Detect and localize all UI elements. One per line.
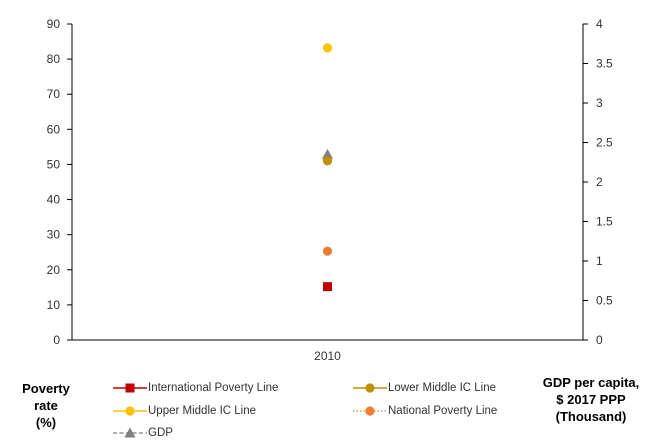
legend-label: National Poverty Line [388, 405, 498, 417]
right-axis-title-line: GDP per capita, [542, 375, 640, 390]
left-axis-tick-label: 50 [47, 157, 61, 171]
right-axis-title: GDP per capita, $ 2017 PPP (Thousand) [532, 374, 650, 425]
legend-item-national-poverty-line: National Poverty Line [352, 403, 497, 419]
legend-swatch [113, 383, 147, 393]
right-axis-tick-label: 1 [596, 254, 603, 268]
left-axis-tick-label: 40 [47, 193, 61, 207]
legend-swatch [353, 383, 387, 393]
data-point-national-poverty-line [322, 246, 333, 256]
left-axis-tick-label: 10 [47, 298, 61, 312]
right-axis-tick-label: 0 [596, 333, 603, 347]
legend-swatch [113, 427, 147, 438]
legend-item-lower-middle-ic-line: Lower Middle IC Line [352, 380, 496, 396]
legend-label: Upper Middle IC Line [148, 405, 257, 417]
legend-label: Lower Middle IC Line [388, 382, 497, 394]
legend-label: GDP [148, 427, 173, 439]
right-axis-tick-label: 0.5 [596, 294, 613, 308]
legend-label: International Poverty Line [148, 382, 279, 394]
legend-swatch [113, 406, 147, 416]
left-axis-tick-label: 20 [47, 263, 61, 277]
left-axis-tick-label: 0 [53, 333, 60, 347]
right-axis-title-line: $ 2017 PPP [556, 392, 626, 407]
right-axis-tick-label: 1.5 [596, 215, 613, 229]
legend-marker [125, 383, 135, 393]
legend-swatch [353, 406, 387, 416]
data-point-international-poverty-line [323, 282, 332, 292]
legend-marker [365, 406, 375, 416]
right-axis-tick-label: 2 [596, 175, 603, 189]
left-axis-title: Poverty rate (%) [10, 380, 82, 431]
data-point-upper-middle-ic-line [322, 43, 333, 53]
left-axis-title-line: (%) [35, 415, 57, 430]
right-axis-title-line: (Thousand) [555, 409, 627, 424]
legend-marker [125, 406, 135, 416]
legend-marker [365, 383, 375, 393]
legend-item-international-poverty-line: International Poverty Line [112, 380, 278, 396]
x-axis-tick-label: 2010 [314, 349, 341, 363]
left-axis-tick-label: 60 [47, 122, 61, 136]
left-axis-tick-label: 80 [47, 52, 61, 66]
right-axis-tick-label: 3 [596, 96, 603, 110]
left-axis-title-line: rate [34, 398, 58, 413]
left-axis-tick-label: 30 [47, 228, 61, 242]
data-point-gdp [322, 148, 333, 159]
legend-item-upper-middle-ic-line: Upper Middle IC Line [112, 403, 256, 419]
legend-item-gdp: GDP [112, 425, 173, 441]
data-point-lower-middle-ic-line [322, 156, 333, 166]
left-axis-title-line: Poverty [22, 381, 70, 396]
left-axis-tick-label: 70 [47, 87, 61, 101]
right-axis-tick-label: 3.5 [596, 57, 613, 71]
left-axis-tick-label: 90 [47, 17, 61, 31]
right-axis-tick-label: 2.5 [596, 136, 613, 150]
legend-marker [124, 427, 136, 438]
right-axis-tick-label: 4 [596, 17, 603, 31]
